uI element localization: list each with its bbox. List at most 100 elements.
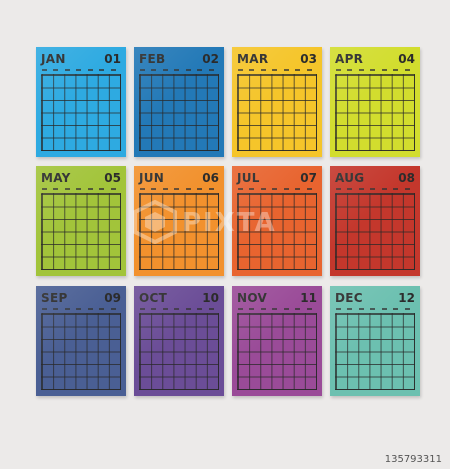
weekday-mark: [370, 69, 376, 71]
month-number: 02: [202, 52, 219, 66]
weekday-mark: [295, 188, 301, 190]
weekday-header: [237, 308, 317, 312]
weekday-header: [335, 308, 415, 312]
weekday-mark: [393, 188, 399, 190]
weekday-mark: [110, 69, 116, 71]
weekday-mark: [283, 308, 289, 310]
weekday-mark: [370, 188, 376, 190]
month-name: JUN: [139, 171, 165, 185]
month-number: 07: [300, 171, 317, 185]
weekday-mark: [185, 188, 191, 190]
weekday-mark: [370, 308, 376, 310]
weekday-mark: [64, 308, 70, 310]
weekday-mark: [381, 69, 387, 71]
weekday-mark: [208, 69, 214, 71]
day-grid: [41, 313, 121, 390]
weekday-mark: [42, 308, 47, 310]
weekday-mark: [140, 188, 145, 190]
weekday-mark: [208, 188, 214, 190]
weekday-mark: [140, 69, 145, 71]
weekday-header: [41, 308, 121, 312]
month-card-feb: FEB 02: [134, 47, 224, 157]
month-number: 03: [300, 52, 317, 66]
weekday-header: [139, 69, 219, 73]
weekday-mark: [347, 308, 353, 310]
month-number: 10: [202, 291, 219, 305]
weekday-header: [41, 69, 121, 73]
weekday-mark: [174, 69, 180, 71]
weekday-mark: [185, 69, 191, 71]
month-number: 09: [104, 291, 121, 305]
weekday-mark: [76, 188, 82, 190]
month-name: SEP: [41, 291, 68, 305]
month-name: JUL: [237, 171, 260, 185]
weekday-mark: [151, 69, 157, 71]
weekday-mark: [140, 308, 145, 310]
day-grid: [335, 193, 415, 270]
weekday-mark: [87, 69, 93, 71]
month-card-mar: MAR 03: [232, 47, 322, 157]
stock-id: 135793311: [384, 454, 442, 465]
weekday-mark: [249, 188, 255, 190]
weekday-mark: [174, 308, 180, 310]
weekday-mark: [336, 69, 341, 71]
weekday-mark: [162, 188, 168, 190]
month-name: MAR: [237, 52, 269, 66]
weekday-mark: [336, 308, 341, 310]
weekday-mark: [99, 188, 105, 190]
weekday-mark: [272, 69, 278, 71]
weekday-header: [237, 69, 317, 73]
weekday-mark: [283, 188, 289, 190]
weekday-mark: [238, 188, 243, 190]
weekday-mark: [162, 308, 168, 310]
weekday-mark: [197, 308, 203, 310]
weekday-mark: [151, 308, 157, 310]
month-number: 11: [300, 291, 317, 305]
weekday-mark: [42, 69, 47, 71]
month-card-oct: OCT 10: [134, 286, 224, 396]
weekday-mark: [272, 188, 278, 190]
weekday-mark: [260, 308, 266, 310]
weekday-header: [139, 188, 219, 192]
weekday-header: [335, 69, 415, 73]
weekday-mark: [238, 308, 243, 310]
day-grid: [237, 193, 317, 270]
month-card-apr: APR 04: [330, 47, 420, 157]
month-name: DEC: [335, 291, 363, 305]
weekday-mark: [295, 308, 301, 310]
weekday-mark: [174, 188, 180, 190]
month-card-dec: DEC 12: [330, 286, 420, 396]
weekday-mark: [306, 69, 312, 71]
weekday-mark: [87, 308, 93, 310]
weekday-mark: [208, 308, 214, 310]
weekday-mark: [336, 188, 341, 190]
weekday-header: [335, 188, 415, 192]
weekday-mark: [260, 69, 266, 71]
weekday-mark: [197, 69, 203, 71]
day-grid: [139, 74, 219, 151]
weekday-mark: [53, 188, 59, 190]
month-card-jul: JUL 07: [232, 166, 322, 276]
day-grid: [139, 193, 219, 270]
weekday-mark: [249, 69, 255, 71]
weekday-mark: [404, 308, 410, 310]
weekday-mark: [99, 308, 105, 310]
weekday-mark: [151, 188, 157, 190]
weekday-mark: [42, 188, 47, 190]
weekday-mark: [272, 308, 278, 310]
weekday-header: [237, 188, 317, 192]
day-grid: [41, 74, 121, 151]
month-number: 05: [104, 171, 121, 185]
weekday-mark: [358, 188, 364, 190]
month-number: 04: [398, 52, 415, 66]
weekday-mark: [76, 308, 82, 310]
weekday-mark: [393, 308, 399, 310]
month-card-sep: SEP 09: [36, 286, 126, 396]
month-card-nov: NOV 11: [232, 286, 322, 396]
weekday-mark: [197, 188, 203, 190]
day-grid: [335, 313, 415, 390]
weekday-mark: [283, 69, 289, 71]
month-number: 01: [104, 52, 121, 66]
weekday-header: [139, 308, 219, 312]
weekday-mark: [238, 69, 243, 71]
